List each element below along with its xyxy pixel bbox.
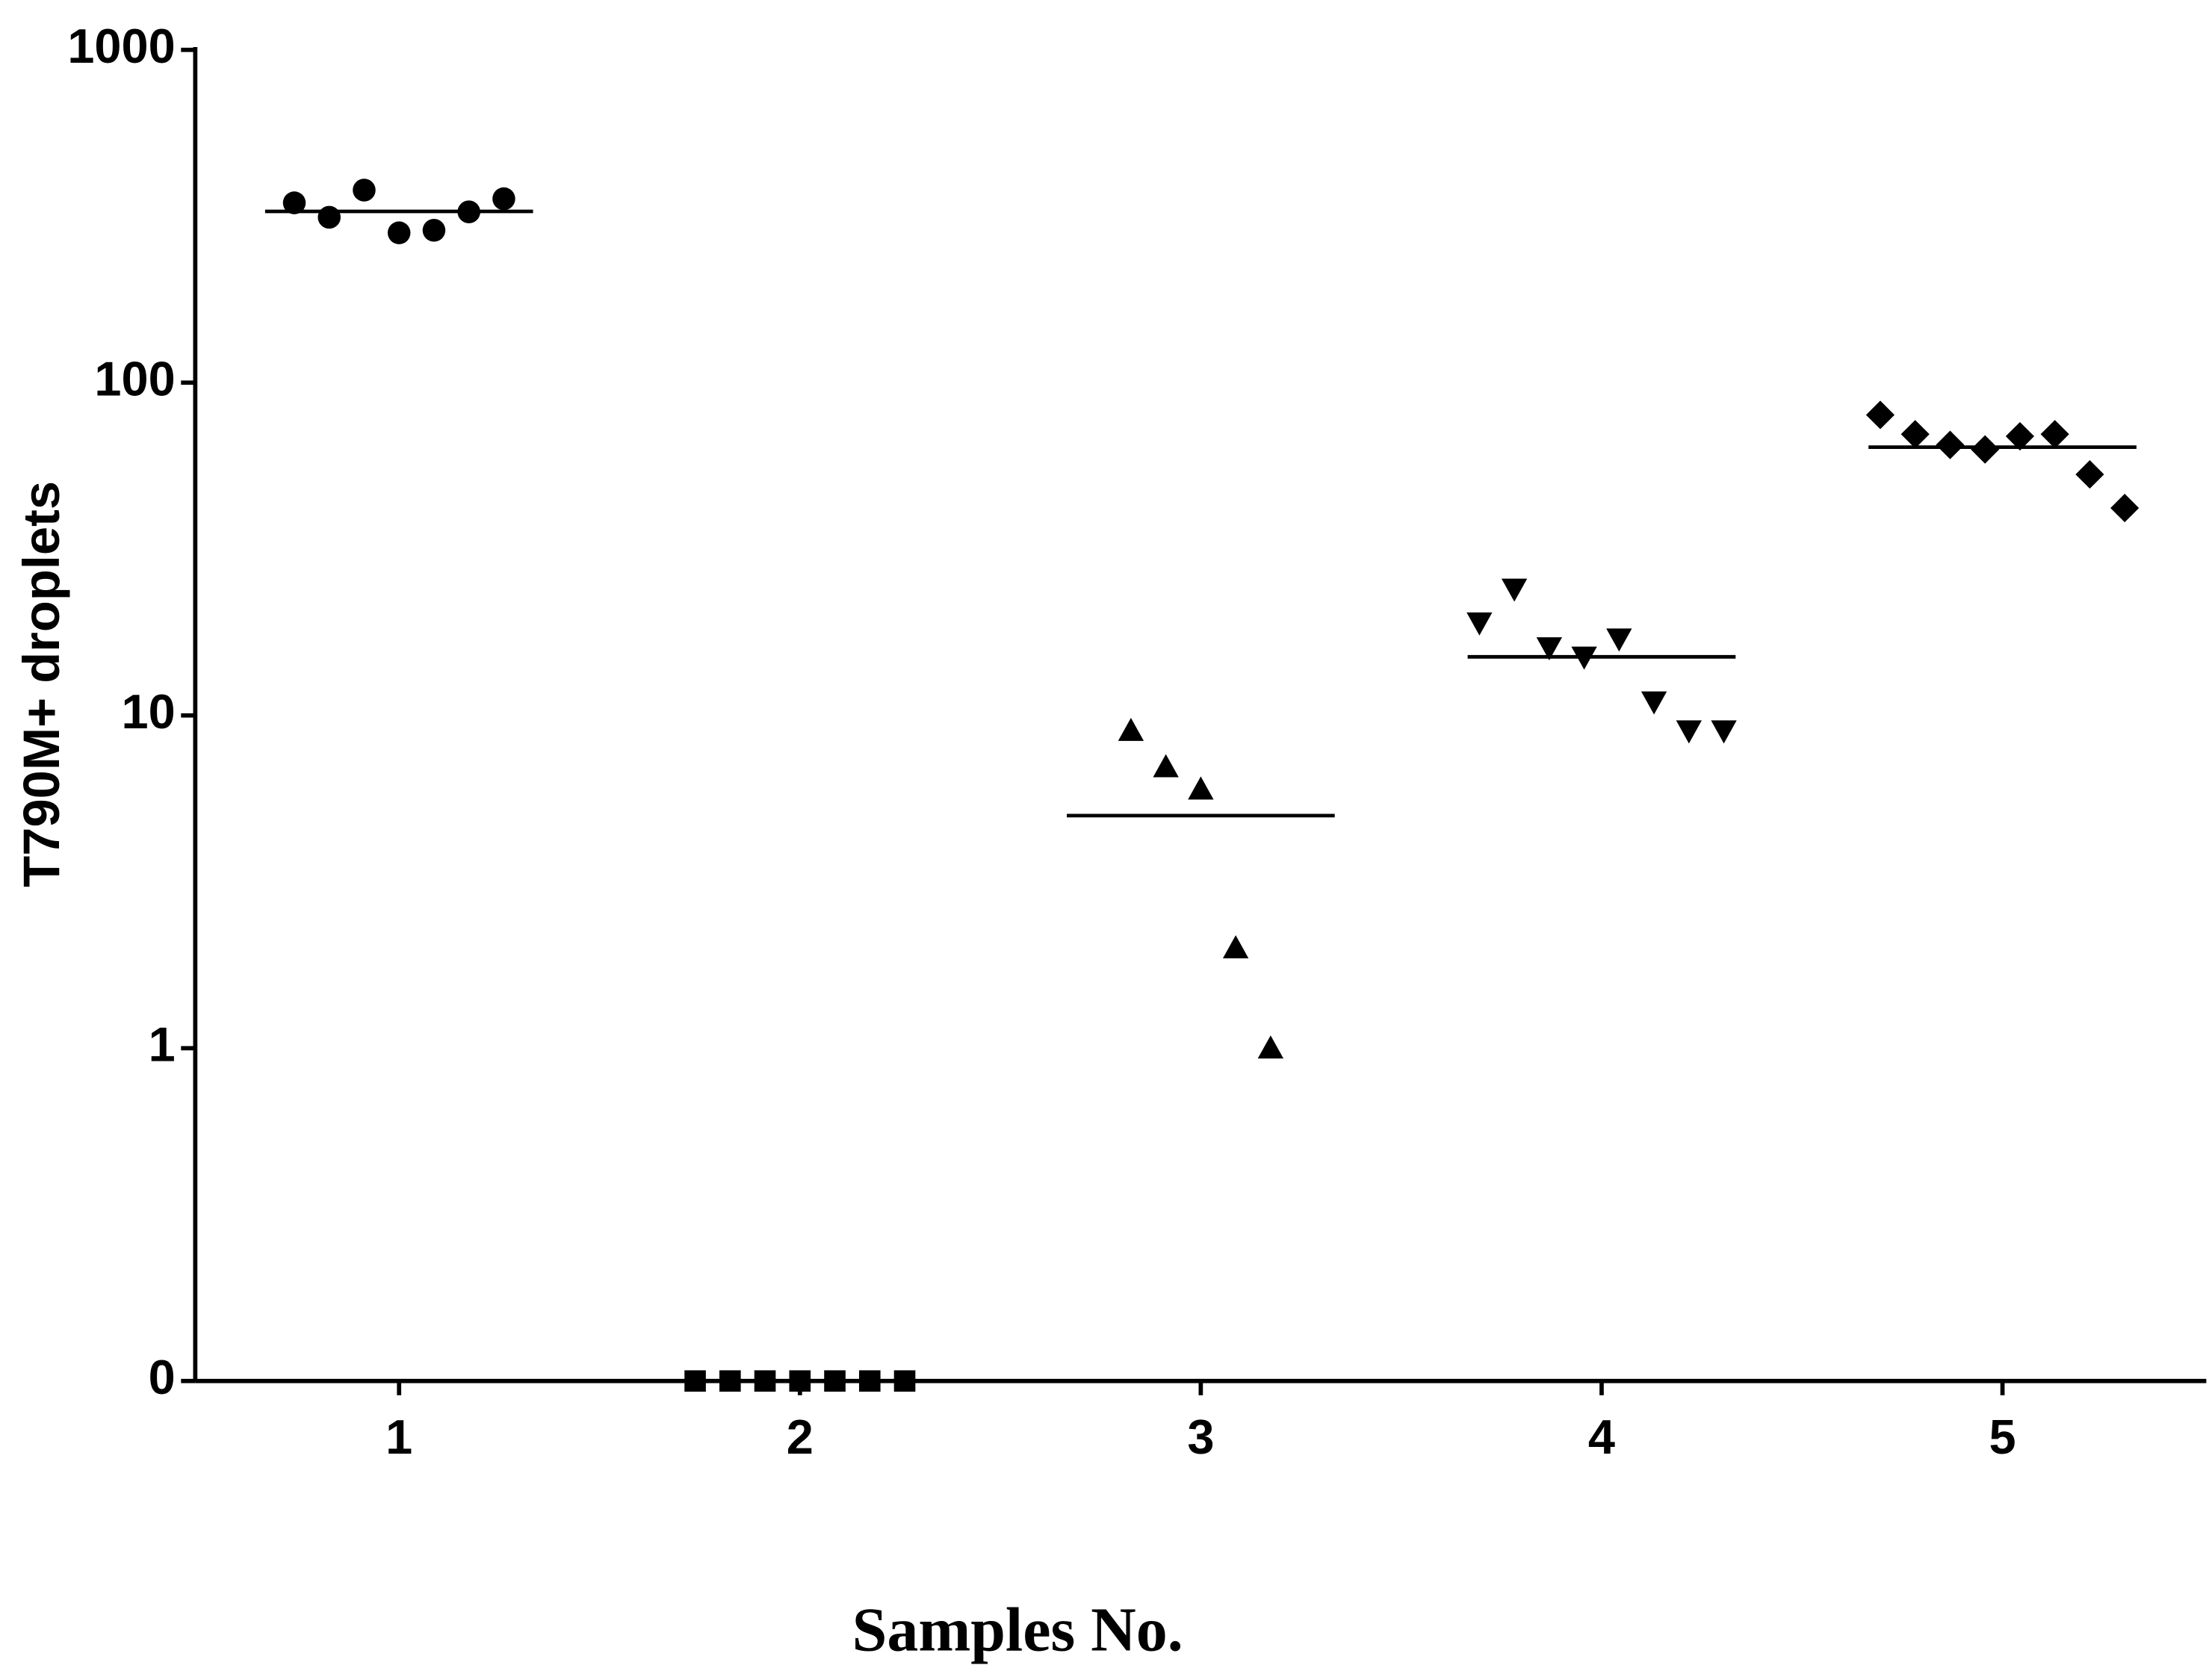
point — [1153, 754, 1179, 778]
point — [1971, 435, 2000, 464]
point — [1257, 1035, 1284, 1058]
point — [1711, 720, 1737, 744]
x-tick-label: 2 — [787, 1410, 814, 1464]
point — [2075, 460, 2104, 489]
point — [1865, 400, 1895, 430]
point — [1936, 430, 1965, 459]
point — [422, 219, 446, 242]
y-tick-label: 1000 — [67, 19, 175, 73]
point — [1501, 578, 1528, 602]
point — [1606, 628, 1632, 652]
point — [1222, 934, 1249, 958]
x-tick-label: 3 — [1187, 1410, 1214, 1464]
point — [387, 221, 411, 244]
x-tick-label: 4 — [1588, 1410, 1615, 1464]
point — [1676, 720, 1702, 744]
point — [2110, 494, 2140, 523]
point — [353, 179, 376, 202]
point — [492, 187, 515, 211]
y-tick-label: 1 — [149, 1017, 176, 1071]
point — [2005, 421, 2034, 451]
y-tick-label: 10 — [122, 684, 176, 739]
y-tick-label: 0 — [149, 1350, 176, 1404]
point — [282, 191, 306, 214]
x-tick-label: 5 — [1989, 1410, 2016, 1464]
point — [1900, 420, 1930, 449]
point — [1536, 637, 1563, 660]
x-tick-label: 1 — [385, 1410, 412, 1464]
point — [1118, 717, 1144, 741]
y-tick-label: 100 — [94, 351, 175, 406]
point — [317, 205, 341, 229]
x-axis-title: Samples No. — [852, 1596, 1183, 1665]
point — [1466, 612, 1493, 636]
point — [1641, 691, 1667, 715]
y-axis-title: T790M+ droplets — [13, 481, 70, 887]
point — [2040, 420, 2069, 449]
point — [1188, 776, 1214, 800]
